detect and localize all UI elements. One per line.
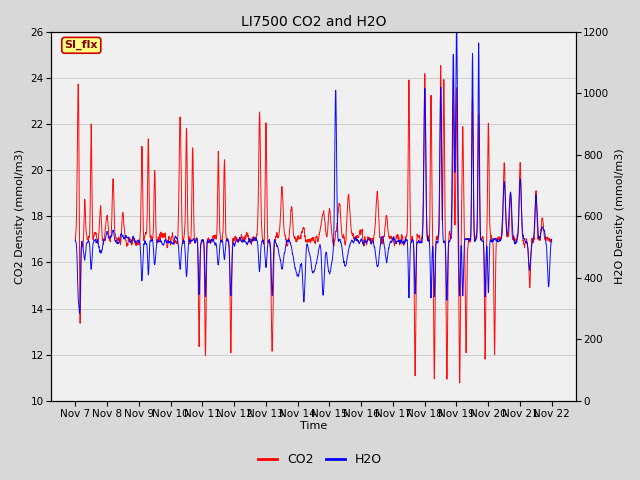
Y-axis label: CO2 Density (mmol/m3): CO2 Density (mmol/m3)	[15, 149, 25, 284]
Title: LI7500 CO2 and H2O: LI7500 CO2 and H2O	[241, 15, 387, 29]
Y-axis label: H2O Density (mmol/m3): H2O Density (mmol/m3)	[615, 148, 625, 284]
Text: SI_flx: SI_flx	[65, 40, 98, 50]
Legend: CO2, H2O: CO2, H2O	[253, 448, 387, 471]
X-axis label: Time: Time	[300, 421, 327, 432]
